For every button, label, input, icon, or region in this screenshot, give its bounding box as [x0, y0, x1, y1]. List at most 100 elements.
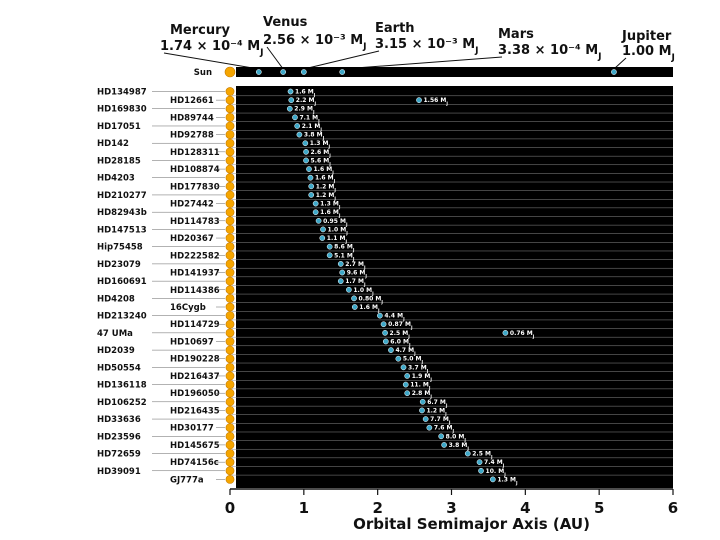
host-star — [225, 406, 235, 415]
x-tick-label: 2 — [372, 499, 382, 517]
planet-mass-label: 1.3 MJ — [497, 476, 518, 485]
host-star — [225, 431, 235, 441]
star-name-left: HD82943b — [97, 208, 147, 218]
star-name-left: HD4203 — [97, 174, 135, 184]
planet-mass-label: 1.3 MJ — [310, 140, 331, 149]
planet-point — [320, 226, 326, 233]
planet-point — [395, 355, 402, 362]
chart-panels: Sun — [194, 66, 673, 488]
planet-mass-label: 6.0 MJ — [390, 338, 411, 347]
star-name-right: HD20367 — [170, 234, 214, 244]
planet-mass-label: 0.95 MJ — [323, 218, 348, 227]
planet-point — [416, 97, 422, 103]
star-name-right: HD190228 — [170, 355, 220, 365]
host-star — [225, 380, 235, 389]
host-star — [225, 95, 235, 105]
host-star — [225, 250, 235, 260]
planet-point — [294, 123, 301, 129]
host-star — [225, 457, 235, 467]
star-name-right: HD222582 — [170, 251, 220, 261]
star-name-left: HD23596 — [97, 432, 141, 442]
planet-point — [377, 312, 383, 319]
host-star — [225, 319, 235, 329]
host-star — [225, 156, 235, 165]
star-name-right: HD196050 — [170, 389, 220, 399]
planet-point — [388, 347, 394, 353]
planet-mass-label: 5.0 MJ — [403, 356, 424, 365]
solar-planet-name: Venus — [263, 15, 308, 30]
solar-planet-name: Mars — [498, 27, 534, 42]
planet-mass-label: 2.5 MJ — [472, 451, 493, 460]
host-star — [225, 147, 235, 157]
planet-point — [382, 330, 388, 336]
planet-mass-label: 3.8 MJ — [449, 442, 470, 451]
planet-mass-label: 1.0 MJ — [328, 226, 349, 235]
planet-point — [308, 192, 315, 198]
star-name-right: HD145675 — [170, 441, 220, 451]
planet-point — [382, 338, 389, 345]
planet-point — [476, 459, 483, 466]
star-name-right: GJ777a — [170, 475, 204, 485]
planet-point — [287, 88, 294, 95]
solar-planet-point — [255, 69, 262, 75]
star-name-right: HD177830 — [170, 182, 220, 192]
solar-system-bar — [236, 67, 673, 77]
host-star — [225, 233, 235, 243]
solar-pointer-line — [163, 52, 259, 70]
planet-mass-label: 1.6 MJ — [359, 304, 380, 313]
planet-mass-label: 10. MJ — [486, 468, 507, 477]
solar-planet-mass: 3.15 × 10⁻³ MJ — [375, 37, 479, 56]
host-star — [225, 225, 235, 234]
planet-mass-label: 5.6 MJ — [311, 157, 332, 166]
solar-pointer-line — [303, 50, 380, 70]
planet-point — [288, 97, 295, 103]
planet-mass-label: 2.5 MJ — [390, 330, 411, 339]
star-name-right: HD114783 — [170, 217, 220, 227]
planet-mass-label: 4.7 MJ — [395, 347, 416, 356]
solar-planet-mass: 1.74 × 10⁻⁴ MJ — [160, 39, 264, 58]
star-name-left: HD106252 — [97, 398, 147, 408]
planet-point — [419, 398, 426, 405]
host-star — [225, 164, 235, 174]
planet-point — [404, 390, 411, 397]
planet-mass-label: 8.6 MJ — [334, 244, 355, 253]
planet-point — [312, 209, 319, 216]
star-name-left: HD210277 — [97, 191, 147, 201]
planet-point — [292, 114, 298, 121]
planet-mass-label: 2.9 MJ — [294, 106, 315, 115]
host-star — [225, 138, 235, 148]
host-star — [225, 87, 235, 96]
planet-point — [404, 373, 411, 379]
host-star — [225, 268, 235, 277]
planet-mass-label: 2.2 MJ — [296, 97, 317, 106]
solar-planet-point — [339, 69, 346, 75]
host-star — [225, 276, 235, 286]
planet-mass-label: 9.6 MJ — [347, 270, 368, 279]
planet-point — [308, 183, 315, 190]
planet-point — [303, 157, 309, 164]
planet-point — [306, 166, 312, 172]
planet-mass-label: 3.8 MJ — [304, 132, 325, 141]
star-name-left: HD2039 — [97, 346, 135, 356]
host-star — [225, 104, 235, 114]
star-name-left: HD147513 — [97, 225, 147, 235]
star-name-left: HD17051 — [97, 122, 141, 132]
host-star — [225, 302, 235, 312]
x-tick-label: 4 — [520, 499, 530, 517]
sun-star — [224, 66, 236, 78]
star-name-right: HD128311 — [170, 148, 220, 158]
exoplanet-panel — [236, 86, 673, 488]
host-star — [225, 181, 235, 191]
star-name-right: HD74156c — [170, 458, 219, 468]
planet-mass-label: 1.7 MJ — [345, 278, 366, 287]
planet-mass-label: 0.87 MJ — [388, 321, 413, 330]
star-name-right: HD10697 — [170, 337, 214, 347]
planet-mass-label: 1.3 MJ — [320, 201, 341, 210]
host-star — [225, 449, 235, 458]
planet-mass-label: 7.7 MJ — [430, 416, 451, 425]
planet-mass-label: 2.8 MJ — [412, 390, 433, 399]
x-tick-label: 6 — [668, 499, 678, 517]
star-name-right: HD27442 — [170, 200, 214, 210]
planet-mass-label: 2.6 MJ — [311, 149, 332, 158]
